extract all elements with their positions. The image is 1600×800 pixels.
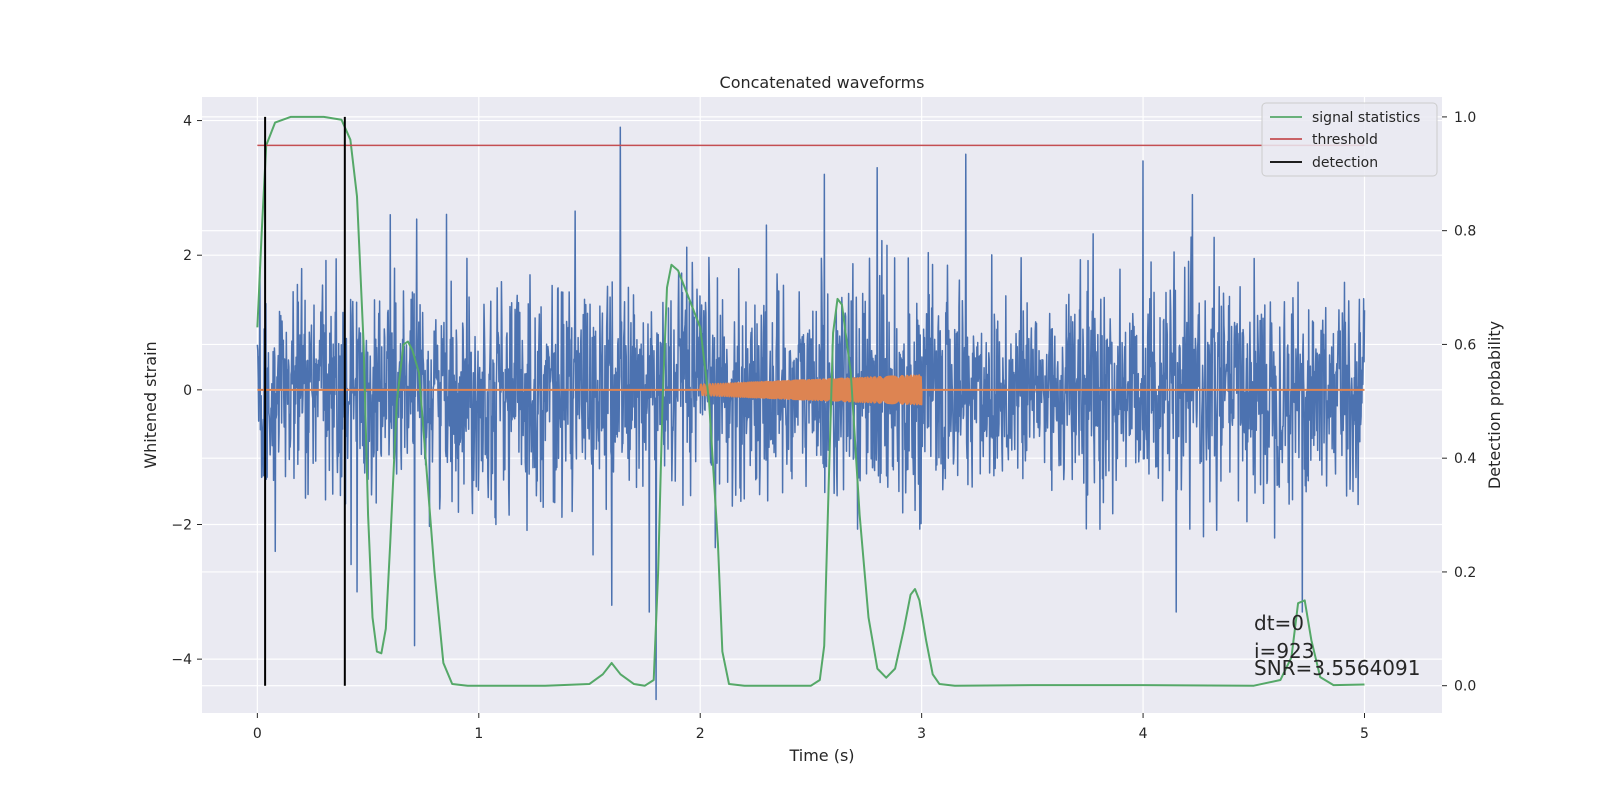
x-tick-label: 1: [474, 726, 483, 742]
chart-title: Concatenated waveforms: [720, 73, 925, 92]
legend-box: [1261, 102, 1438, 177]
annotations: dt=0 i=923 SNR=3.5564091: [1254, 611, 1420, 680]
y-axis-label: Whitened strain: [141, 341, 160, 468]
legend-label-signal-statistics: signal statistics: [1312, 110, 1420, 126]
y2-axis-label: Detection probability: [1485, 321, 1504, 489]
noise-line: [256, 126, 1366, 701]
y-axis-left: −4 −2 0 2 4: [171, 114, 202, 668]
y2-tick-label: 0.4: [1454, 451, 1476, 467]
y-tick-label: −2: [171, 517, 192, 533]
y2-tick-label: 0.6: [1454, 337, 1476, 353]
y2-tick-label: 0.2: [1454, 565, 1476, 581]
annotation-dt: dt=0: [1254, 611, 1304, 635]
y-tick-label: −4: [171, 652, 192, 668]
x-tick-label: 2: [696, 726, 705, 742]
x-tick-label: 5: [1360, 726, 1369, 742]
y2-tick-label: 0.0: [1454, 679, 1476, 695]
y-tick-label: 2: [183, 248, 192, 264]
detection-series: [264, 116, 346, 686]
legend-label-detection: detection: [1312, 155, 1378, 171]
x-tick-label: 4: [1139, 726, 1148, 742]
x-axis: 0 1 2 3 4 5: [253, 713, 1369, 742]
injection-series: [257, 374, 1365, 406]
legend-label-threshold: threshold: [1312, 132, 1378, 148]
signal-statistics-series: [256, 115, 1365, 687]
y-axis-right: 0.0 0.2 0.4 0.6 0.8 1.0: [1442, 110, 1476, 695]
y2-tick-label: 1.0: [1454, 110, 1476, 126]
x-tick-label: 0: [253, 726, 262, 742]
y2-tick-label: 0.8: [1454, 224, 1476, 240]
x-axis-label: Time (s): [788, 746, 854, 765]
y-tick-label: 4: [183, 114, 192, 130]
x-tick-label: 3: [917, 726, 926, 742]
signal-statistics-line: [256, 115, 1365, 687]
injection-line: [257, 374, 1365, 406]
legend: signal statistics threshold detection: [1261, 102, 1438, 177]
annotation-snr: SNR=3.5564091: [1254, 656, 1420, 680]
y-tick-label: 0: [183, 383, 192, 399]
annotation-index: i=923: [1254, 639, 1315, 663]
noise-series: [256, 126, 1366, 701]
